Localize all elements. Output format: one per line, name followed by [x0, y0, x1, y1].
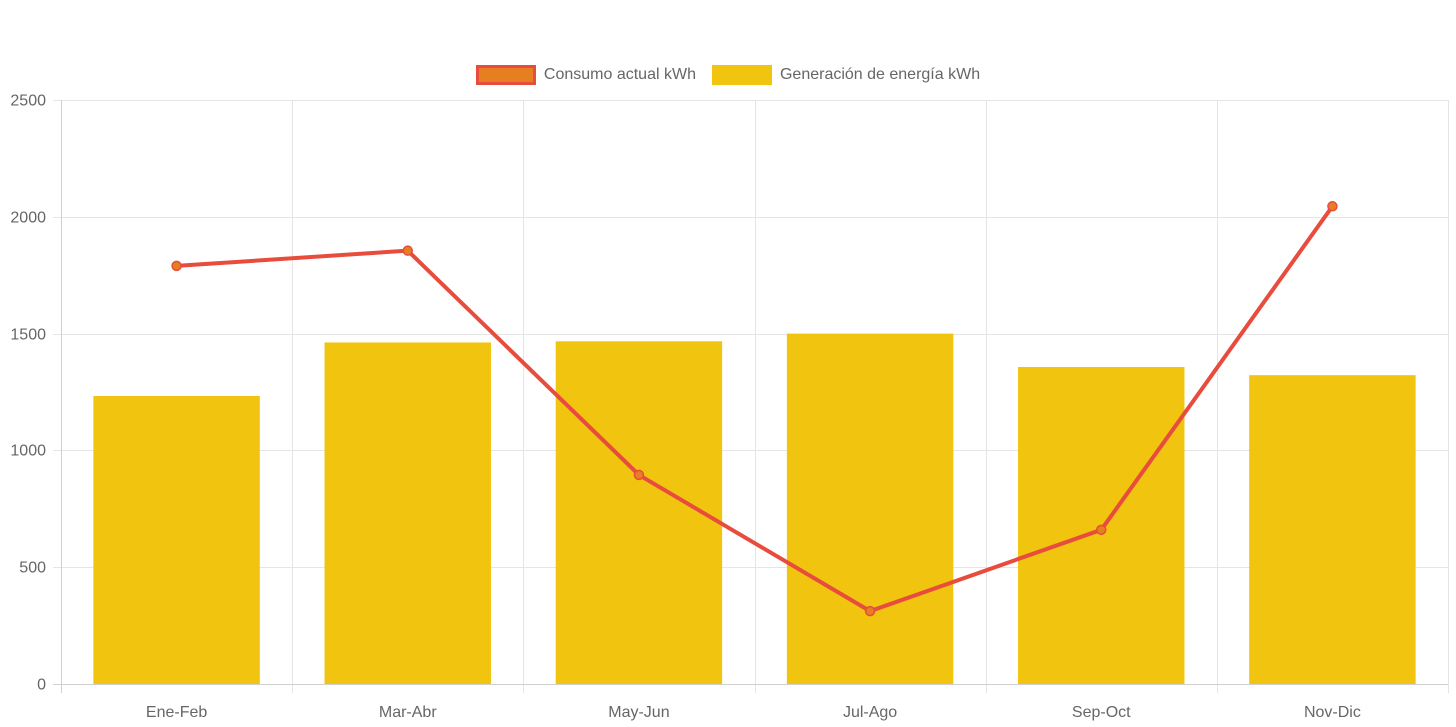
legend-label-generacion: Generación de energía kWh — [779, 66, 981, 83]
y-tick-label: 500 — [19, 560, 46, 577]
bar-series — [93, 333, 1416, 684]
y-tick-label: 1000 — [10, 443, 46, 460]
bar — [786, 333, 954, 684]
x-tick-label: Nov-Dic — [1304, 704, 1361, 721]
legend-item-consumo[interactable]: Consumo actual kWh — [475, 65, 696, 85]
legend-swatch-generacion — [711, 65, 772, 85]
legend-item-generacion[interactable]: Generación de energía kWh — [711, 65, 981, 85]
bar — [324, 342, 491, 684]
x-axis: Ene-Feb Mar-Abr May-Jun Jul-Ago Sep-Oct Nov-D… — [146, 704, 1361, 721]
data-point — [1096, 524, 1107, 536]
y-tick-label: 2500 — [10, 93, 46, 110]
x-tick-label: May-Jun — [608, 704, 669, 721]
data-point — [402, 245, 413, 256]
series-line — [176, 205, 1335, 614]
bar — [555, 341, 723, 684]
chart-legend: Consumo actual kWh Generación de energía… — [0, 63, 1456, 87]
x-tick-label: Sep-Oct — [1072, 704, 1131, 721]
y-axis: 0 500 1000 1500 2000 2500 — [10, 93, 46, 694]
legend-label-consumo: Consumo actual kWh — [543, 66, 696, 83]
y-tick-label: 0 — [37, 677, 46, 694]
legend-swatch-consumo — [475, 65, 536, 85]
bar — [93, 395, 260, 684]
line-series — [171, 201, 1338, 617]
x-tick-label: Ene-Feb — [146, 704, 207, 721]
y-tick-label: 2000 — [10, 210, 46, 227]
bar — [1249, 375, 1416, 684]
data-point — [171, 260, 182, 272]
data-point — [633, 469, 645, 481]
x-tick-label: Mar-Abr — [379, 704, 437, 721]
y-tick-label: 1500 — [10, 327, 46, 344]
x-tick-label: Jul-Ago — [843, 704, 897, 721]
grid-lines — [53, 100, 1449, 693]
data-point — [1327, 201, 1338, 212]
data-point — [864, 605, 876, 617]
